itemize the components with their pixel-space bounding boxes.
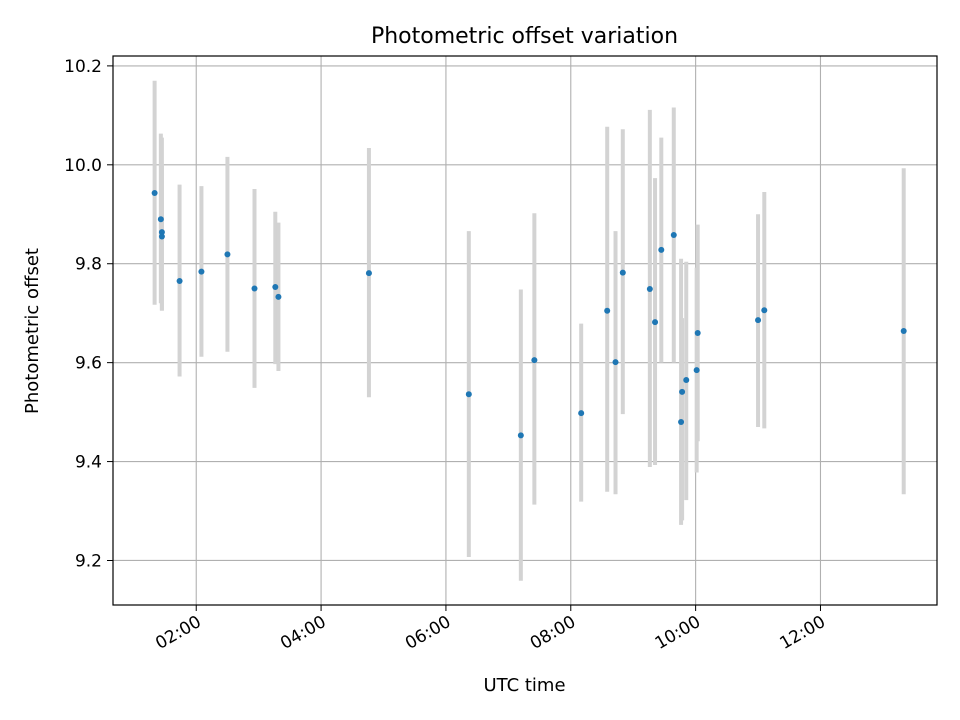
data-points xyxy=(151,190,907,439)
data-point xyxy=(176,278,183,285)
y-tick-label: 10.2 xyxy=(64,57,102,77)
data-point xyxy=(275,293,282,300)
data-point xyxy=(158,233,165,240)
data-point xyxy=(652,319,659,326)
x-axis-label: UTC time xyxy=(483,675,565,696)
data-point xyxy=(612,359,619,366)
data-point xyxy=(224,251,231,258)
y-tick-label: 9.6 xyxy=(75,354,102,374)
data-point xyxy=(670,232,677,239)
data-point xyxy=(465,391,472,398)
data-point xyxy=(683,376,690,383)
data-point xyxy=(251,285,258,292)
data-point xyxy=(578,410,585,417)
y-tick-label: 10.0 xyxy=(64,156,102,176)
data-point xyxy=(272,283,279,290)
y-tick-label: 9.8 xyxy=(75,255,102,275)
chart-title: Photometric offset variation xyxy=(371,24,678,49)
plot-frame xyxy=(112,55,938,606)
axis-ticks: 02:00 04:00 06:00 08:00 10:00 12:009.29.49.69… xyxy=(64,57,829,654)
data-point xyxy=(158,229,165,236)
data-point xyxy=(157,216,164,223)
data-point xyxy=(517,432,524,439)
data-point xyxy=(658,246,665,253)
data-point xyxy=(678,419,685,425)
data-point xyxy=(693,367,700,374)
data-point xyxy=(604,307,611,314)
data-point xyxy=(679,388,686,395)
data-point xyxy=(900,327,907,334)
data-point xyxy=(151,190,158,197)
y-axis-label: Photometric offset xyxy=(22,248,43,414)
data-point xyxy=(198,268,205,275)
data-point xyxy=(531,357,538,364)
y-tick-label: 9.2 xyxy=(75,551,102,571)
data-point xyxy=(365,270,372,277)
data-point xyxy=(646,285,653,292)
data-point xyxy=(755,317,762,324)
y-tick-label: 9.4 xyxy=(75,453,102,473)
data-point xyxy=(761,307,768,314)
data-point xyxy=(694,329,701,336)
data-point xyxy=(619,269,626,276)
